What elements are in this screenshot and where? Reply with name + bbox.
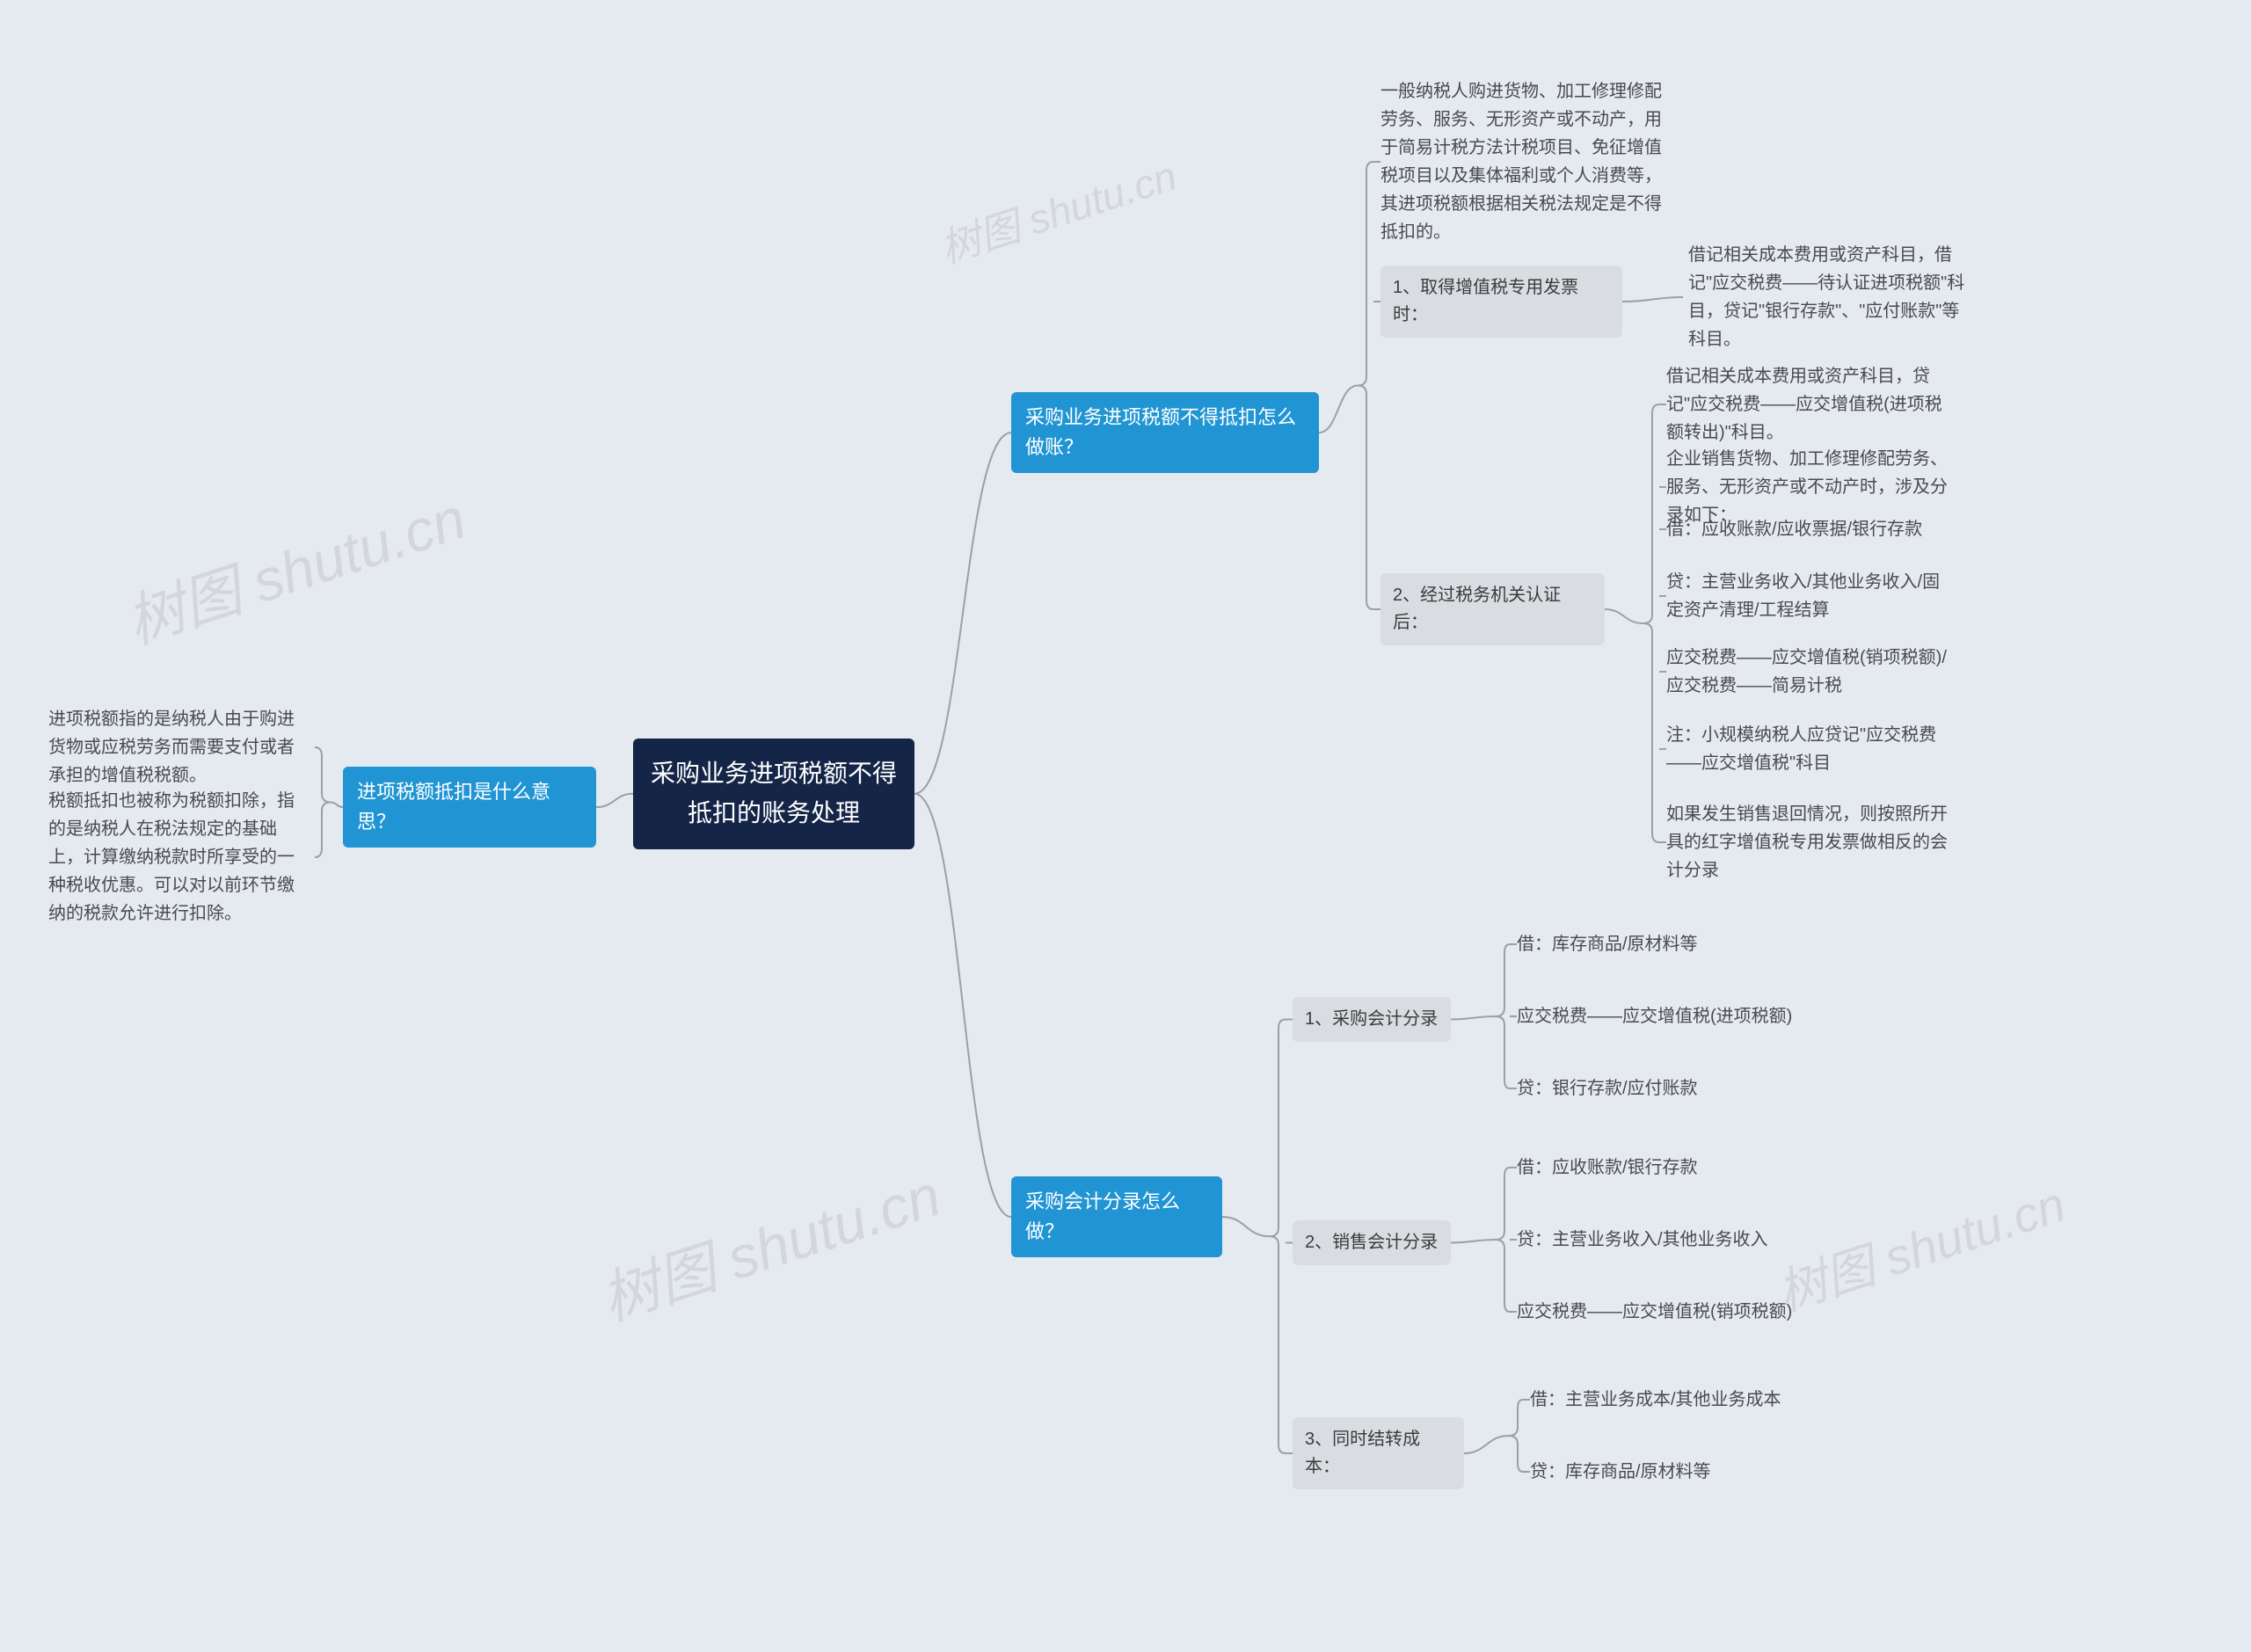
mindmap-leaf: 如果发生销售退回情况，则按照所开具的红字增值税专用发票做相反的会计分录 bbox=[1666, 800, 1956, 884]
mindmap-node[interactable]: 2、销售会计分录 bbox=[1293, 1220, 1451, 1265]
watermark: 树图 shutu.cn bbox=[932, 144, 1183, 275]
mindmap-node[interactable]: 采购业务进项税额不得抵扣怎么做账？ bbox=[1011, 392, 1319, 473]
mindmap-leaf: 进项税额指的是纳税人由于购进货物或应税劳务而需要支付或者承担的增值税税额。 bbox=[48, 705, 308, 790]
mindmap-node[interactable]: 1、取得增值税专用发票时： bbox=[1380, 266, 1622, 338]
mindmap-leaf: 应交税费——应交增值税(销项税额) bbox=[1517, 1298, 1816, 1326]
mindmap-leaf: 借：主营业务成本/其他业务成本 bbox=[1530, 1386, 1811, 1414]
mindmap-leaf: 借：库存商品/原材料等 bbox=[1517, 930, 1781, 958]
watermark: 树图 shutu.cn bbox=[114, 471, 475, 660]
mindmap-node[interactable]: 进项税额抵扣是什么意思？ bbox=[343, 767, 596, 848]
watermark: 树图 shutu.cn bbox=[589, 1148, 950, 1337]
mindmap-leaf: 注：小规模纳税人应贷记"应交税费——应交增值税"科目 bbox=[1666, 721, 1956, 777]
mindmap-leaf: 贷：主营业务收入/其他业务收入/固定资产清理/工程结算 bbox=[1666, 568, 1956, 624]
mindmap-leaf: 应交税费——应交增值税(进项税额) bbox=[1517, 1002, 1816, 1030]
mindmap-leaf: 贷：主营业务收入/其他业务收入 bbox=[1517, 1226, 1798, 1254]
mindmap-leaf: 贷：银行存款/应付账款 bbox=[1517, 1074, 1781, 1103]
mindmap-leaf: 应交税费——应交增值税(销项税额)/应交税费——简易计税 bbox=[1666, 644, 1956, 700]
mindmap-leaf: 借记相关成本费用或资产科目，贷记"应交税费——应交增值税(进项税额转出)"科目。 bbox=[1666, 362, 1956, 447]
mindmap-leaf: 借记相关成本费用或资产科目，借记"应交税费——待认证进项税额"科目，贷记"银行存… bbox=[1688, 241, 1970, 353]
mindmap-node[interactable]: 采购业务进项税额不得抵扣的账务处理 bbox=[633, 739, 914, 849]
mindmap-leaf: 借：应收账款/应收票据/银行存款 bbox=[1666, 515, 1956, 543]
mindmap-node[interactable]: 3、同时结转成本： bbox=[1293, 1417, 1464, 1489]
mindmap-leaf: 税额抵扣也被称为税额扣除，指的是纳税人在税法规定的基础上，计算缴纳税款时所享受的… bbox=[48, 787, 308, 928]
mindmap-node[interactable]: 2、经过税务机关认证后： bbox=[1380, 573, 1605, 645]
mindmap-node[interactable]: 采购会计分录怎么做？ bbox=[1011, 1176, 1222, 1257]
mindmap-leaf: 借：应收账款/银行存款 bbox=[1517, 1153, 1781, 1182]
mindmap-node[interactable]: 1、采购会计分录 bbox=[1293, 997, 1451, 1042]
mindmap-leaf: 贷：库存商品/原材料等 bbox=[1530, 1458, 1794, 1486]
mindmap-leaf: 一般纳税人购进货物、加工修理修配劳务、服务、无形资产或不动产，用于简易计税方法计… bbox=[1380, 77, 1671, 246]
